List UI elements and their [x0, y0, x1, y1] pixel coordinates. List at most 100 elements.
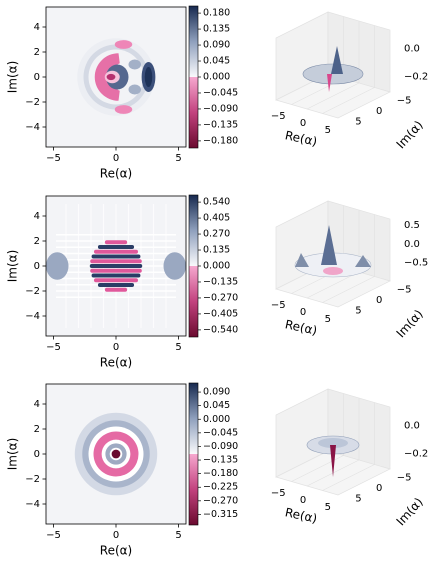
surface-x-axis-label: Re(α): [284, 317, 319, 337]
colorbar-tick-label: 0.045: [203, 56, 230, 67]
heatmap-stripe: [93, 278, 139, 283]
colorbar-tick-label: 0.405: [203, 213, 230, 224]
colorbar-tick-label: −0.135: [203, 455, 238, 466]
surface-y-tick-label: −5: [397, 285, 412, 296]
heatmap-stripe: [97, 283, 135, 287]
y-tick-label: 4: [34, 211, 40, 222]
colorbar-tick-label: 0.540: [203, 197, 230, 208]
surface-y-tick-label: 5: [355, 305, 361, 316]
heatmap-blob: [46, 252, 69, 280]
surface-x-tick-label: 0: [300, 118, 306, 129]
x-axis-label: Re(α): [100, 356, 132, 370]
colorbar-tick-label: 0.000: [203, 72, 230, 83]
colorbar-tick-label: −0.180: [203, 468, 238, 479]
colorbar-tick-label: −0.540: [203, 324, 238, 335]
surface-y-axis-label: Im(α): [394, 307, 426, 341]
surface: [318, 438, 348, 448]
heatmap-stripe: [104, 240, 128, 245]
heatmap-stripe: [104, 287, 128, 292]
surface-y-tick-label: 5: [355, 116, 361, 127]
y-tick-label: 4: [34, 399, 40, 410]
surface-y-axis-label: Im(α): [394, 495, 426, 529]
surface-x-axis-label: Re(α): [284, 505, 319, 525]
heatmap-blob: [128, 84, 141, 95]
heatmap-blob: [114, 40, 133, 49]
grid-line: [306, 271, 360, 299]
surface-z-tick-label: 0.0: [404, 44, 420, 55]
subplot-row: −5 0 5 4 2 0 −2 −4 Re(α) Im(α) 0.540 0.405 0.270 0.13…: [6, 194, 428, 370]
surface-y-tick-label: 5: [355, 493, 361, 504]
surface-peak: [321, 225, 337, 265]
surface-x-tick-label: 5: [325, 314, 331, 325]
colorbar-tick-label: 0.135: [203, 245, 230, 256]
x-tick-label: 0: [113, 530, 119, 541]
x-axis-label: Re(α): [100, 544, 132, 558]
surface-y-tick-label: −5: [397, 96, 412, 107]
y-tick-label: −2: [25, 97, 40, 108]
colorbar-tick-label: 0.270: [203, 229, 230, 240]
y-tick-label: 2: [34, 47, 40, 58]
y-tick-label: 2: [34, 236, 40, 247]
colorbar-tick-label: −0.045: [203, 87, 238, 98]
colorbar: [188, 382, 199, 526]
x-tick-label: 0: [113, 342, 119, 353]
heatmap-blob: [128, 59, 141, 70]
grid-line: [322, 464, 375, 491]
colorbar-tick-label: 0.180: [203, 8, 230, 19]
x-tick-label: −5: [46, 153, 61, 164]
colorbar-tick-label: −0.405: [203, 308, 238, 319]
heatmap-ring: [111, 449, 121, 459]
surface-y-tick-label: −5: [397, 473, 412, 484]
colorbar-tick-label: −0.090: [203, 441, 238, 452]
heatmap-blob: [114, 105, 133, 114]
heatmap-stripe: [90, 268, 142, 273]
colorbar-tick-label: 0.135: [203, 24, 230, 35]
colorbar-tick-label: 0.090: [203, 40, 230, 51]
surface-dip: [323, 267, 343, 275]
surface-x-tick-label: 5: [325, 125, 331, 136]
y-tick-label: 0: [34, 72, 40, 83]
y-tick-label: −2: [25, 286, 40, 297]
y-tick-label: −4: [25, 122, 40, 133]
surface-x-tick-label: −5: [271, 488, 286, 499]
y-axis-label: Im(α): [6, 250, 20, 283]
colorbar-tick-label: −0.135: [203, 276, 238, 287]
y-tick-label: 2: [34, 424, 40, 435]
surface-z-tick-label: −0.2: [404, 449, 428, 460]
colorbar-tick-label: −0.270: [203, 292, 238, 303]
colorbar-tick-label: −0.045: [203, 427, 238, 438]
colorbar-tick-label: 0.000: [203, 414, 230, 425]
surface-x-tick-label: −5: [271, 111, 286, 122]
subplot-row: −5 0 5420−2−4Re(α)Im(α)0.0900.0450.000−0.0…: [6, 382, 428, 558]
surface-z-tick-label: 0.0: [404, 421, 420, 432]
x-tick-label: −5: [46, 530, 61, 541]
y-tick-label: −4: [25, 311, 40, 322]
x-axis-label: Re(α): [100, 167, 132, 181]
y-axis-label: Im(α): [6, 61, 20, 94]
surface-dip: [330, 445, 336, 477]
heatmap-stripe: [91, 254, 141, 259]
surface-y-tick-label: 0: [376, 483, 382, 494]
y-axis-label: Im(α): [6, 438, 20, 471]
heatmap-stripe: [89, 264, 143, 268]
surface-x-tick-label: 5: [325, 502, 331, 513]
heatmap-stripe: [93, 249, 139, 254]
heatmap-stripe: [90, 259, 142, 264]
colorbar-tick-label: −0.270: [203, 495, 238, 506]
surface-z-tick-label: 0.0: [404, 239, 420, 250]
surface-peak: [331, 46, 343, 74]
y-tick-label: −4: [25, 499, 40, 510]
surface-x-tick-label: 0: [300, 495, 306, 506]
colorbar-tick-label: −0.180: [203, 135, 238, 146]
surface-z-tick-label: 0.5: [404, 220, 420, 231]
colorbar-tick-label: −0.135: [203, 119, 238, 130]
grid-line: [291, 455, 344, 482]
colorbar-tick-label: 0.000: [203, 261, 230, 272]
subplot-row: −5 0 5 4 2 0 −2 −4 Re(α) Im(α) 0.180 0.135 0.090 0.04…: [6, 5, 428, 181]
heatmap-blob: [106, 73, 116, 81]
surface-y-axis-label: Im(α): [394, 118, 426, 152]
heatmap-stripe: [97, 245, 135, 249]
x-tick-label: 0: [113, 153, 119, 164]
surface-x-axis-label: Re(α): [284, 128, 319, 148]
colorbar-tick-label: −0.090: [203, 103, 238, 114]
